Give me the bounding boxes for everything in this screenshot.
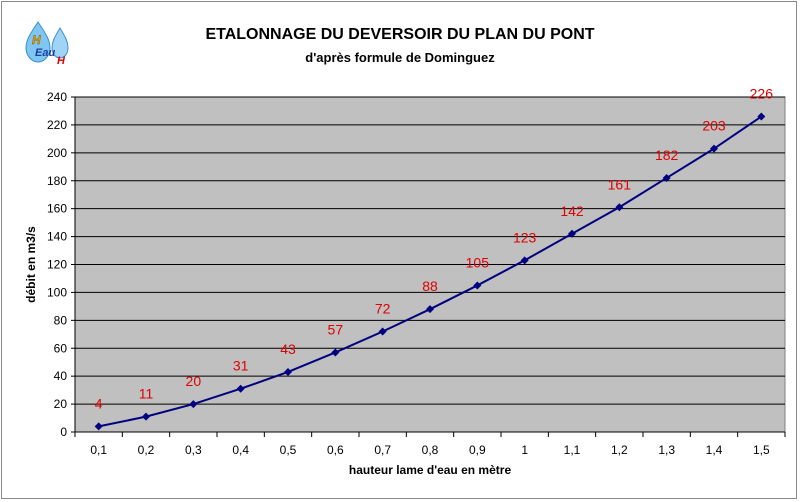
x-tick-label: 1 [521,443,528,457]
data-point [331,348,340,357]
x-tick-label: 1,5 [753,443,770,457]
x-tick-label: 0,6 [327,443,344,457]
data-label: 161 [608,176,632,192]
y-tick-label: 60 [54,341,68,355]
data-point [520,256,529,265]
y-axis-label: débit en m3/s [24,226,38,303]
data-labels: 4 11 20 31 43 57 72 88 105 123 142 161 182 203 226 [95,86,773,412]
data-point [757,112,766,121]
x-tick-label: 1,3 [658,443,675,457]
data-point [94,422,103,431]
y-tick-label: 240 [47,90,67,104]
y-tick-label: 120 [47,258,67,272]
data-point [473,281,482,290]
y-tick-label: 100 [47,285,67,299]
chart-title: ETALONNAGE DU DEVERSOIR DU PLAN DU PONT [205,26,595,43]
data-point [710,144,718,153]
y-tick-label: 160 [47,202,67,216]
x-tick-label: 0,9 [469,443,486,457]
y-tick-label: 220 [47,118,67,132]
data-label: 11 [139,386,154,402]
data-point [189,400,198,409]
logo-eau-text: Eau [35,47,55,59]
x-tick-label: 0,4 [232,443,249,457]
y-tick-label: 200 [47,146,67,160]
data-point [662,173,671,182]
x-tick-label: 1,2 [611,443,628,457]
data-point [142,412,150,421]
data-point [615,203,624,212]
chart-subtitle: d'après formule de Dominguez [305,50,495,65]
y-tick-label: 0 [60,425,67,439]
data-label: 182 [655,147,679,163]
logo-h2-text: H [57,55,66,67]
data-label: 203 [702,118,726,134]
data-point [236,384,245,393]
logo: H Eau H [20,18,80,70]
data-label: 20 [186,373,202,389]
y-tick-label: 140 [47,230,67,244]
x-tick-label: 1,1 [564,443,581,457]
y-axis: 0 20 40 60 80 100 120 140 160 180 200 220 240 [47,90,76,439]
data-label: 57 [328,321,344,337]
data-label: 31 [233,358,249,374]
y-tick-label: 40 [54,369,68,383]
x-tick-label: 0,2 [138,443,155,457]
data-label: 43 [280,341,296,357]
data-label: 72 [375,301,391,317]
data-label: 4 [95,395,103,411]
x-tick-label: 0,5 [280,443,297,457]
y-tick-label: 180 [47,174,67,188]
data-label: 105 [466,254,490,270]
data-label: 226 [750,86,774,102]
x-tick-label: 1,4 [706,443,723,457]
data-markers [94,112,766,431]
y-tick-label: 20 [54,397,68,411]
logo-h-text: H [32,33,41,47]
x-axis-label: hauteur lame d'eau en mètre [349,463,512,477]
x-tick-label: 0,1 [90,443,107,457]
data-point [568,229,576,238]
data-label: 142 [560,203,584,219]
data-label: 123 [513,229,537,245]
x-tick-label: 0,7 [374,443,391,457]
y-tick-label: 80 [54,313,68,327]
data-point [378,327,387,336]
data-point [426,305,434,314]
data-label: 88 [422,278,438,294]
x-axis: 0,1 0,2 0,3 0,4 0,5 0,6 0,7 0,8 0,9 1 1,1 1,2 1,3 1,4… [74,431,786,457]
x-tick-label: 0,3 [185,443,202,457]
data-point [284,367,292,376]
x-tick-label: 0,8 [422,443,439,457]
